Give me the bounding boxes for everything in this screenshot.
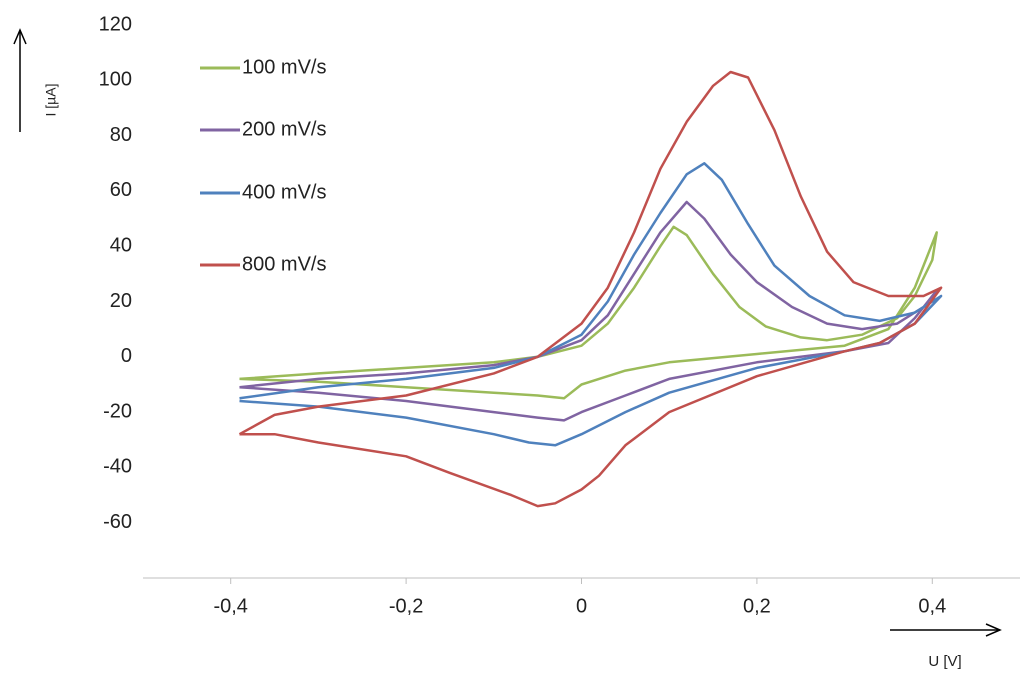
- y-tick-label: -40: [103, 456, 132, 478]
- y-tick-label: 60: [110, 179, 132, 201]
- y-arrowhead: [13, 28, 27, 45]
- legend-label: 400 mV/s: [242, 181, 326, 203]
- y-tick-label: -60: [103, 511, 132, 533]
- series-line: [239, 162, 943, 447]
- y-tick-label: 80: [110, 124, 132, 146]
- y-tick-label: 20: [110, 290, 132, 312]
- x-tick-label: -0,2: [389, 595, 423, 617]
- y-tick-label: 120: [99, 13, 132, 35]
- y-axis-label: I [µA]: [43, 84, 59, 117]
- x-tick-label: 0,2: [743, 595, 771, 617]
- y-tick-label: -20: [103, 400, 132, 422]
- y-tick-label: 40: [110, 234, 132, 256]
- legend-label: 200 mV/s: [242, 118, 326, 140]
- series-line: [238, 70, 943, 508]
- x-tick-label: 0,4: [918, 595, 946, 617]
- x-tick-label: 0: [576, 595, 587, 617]
- legend-label: 800 mV/s: [242, 253, 326, 275]
- legend-label: 100 mV/s: [242, 56, 326, 78]
- series-line: [239, 200, 938, 422]
- x-axis-label: U [V]: [928, 653, 961, 670]
- y-tick-label: 0: [121, 345, 132, 367]
- x-tick-label: -0,4: [213, 595, 247, 617]
- y-tick-label: 100: [99, 69, 132, 91]
- x-arrowhead: [985, 623, 1002, 637]
